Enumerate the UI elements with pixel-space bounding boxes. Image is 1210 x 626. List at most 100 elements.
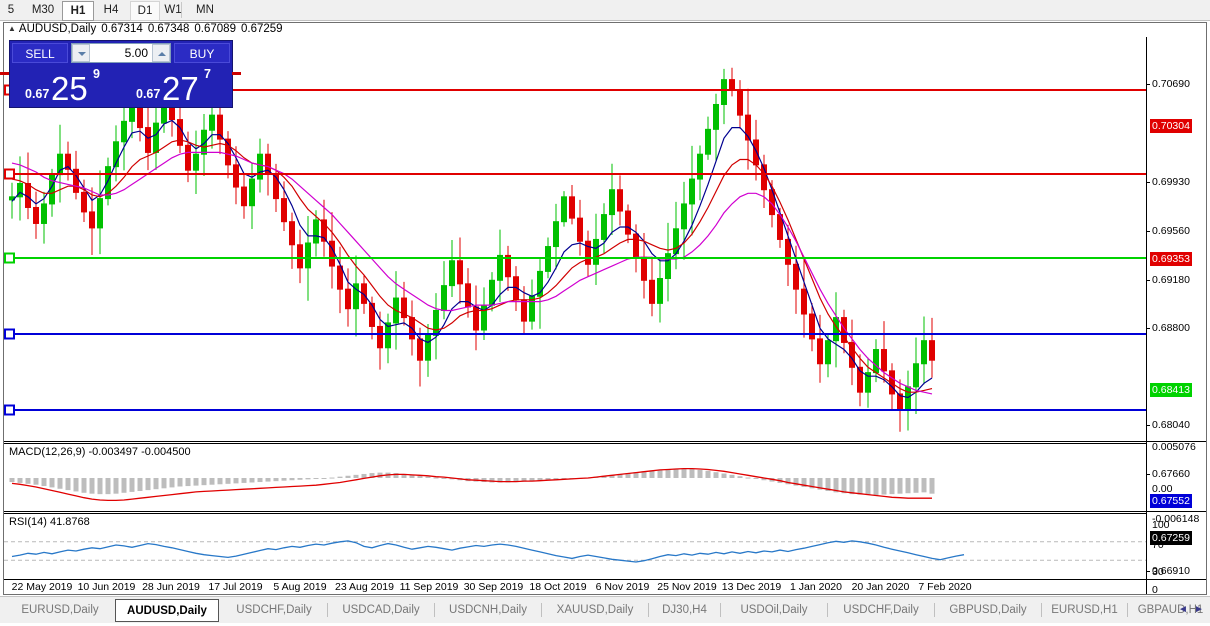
date-axis-divider [4,579,1206,580]
volume-input[interactable]: 5.00 [71,43,171,63]
date-tick-label: 11 Sep 2019 [399,581,459,593]
price-tick [1147,280,1207,281]
timeframe-d1[interactable]: D1 [130,1,160,21]
caret-down-icon[interactable] [72,44,90,62]
price-level-line-support-1[interactable] [4,333,1146,336]
sell-price-pipette: 9 [93,67,100,81]
macd-scale-label: -0.006148 [1152,513,1200,525]
price-level-handle-support-2[interactable] [4,404,15,416]
price-level-handle-pivot[interactable] [4,252,15,264]
price-level-label[interactable]: 0.70304 [1150,119,1192,133]
chart-tab-bar: EURUSD,Daily AUDUSD,Daily USDCHF,Daily USDC… [0,596,1210,623]
chart-tab-usdchf-daily[interactable]: USDCHF,Daily [236,604,312,616]
macd-scale-label: 0.005076 [1152,441,1196,453]
date-tick-label: 10 Jun 2019 [77,581,136,593]
price-tick-label: 0.69930 [1152,176,1190,188]
price-level-line-pivot[interactable] [4,256,1146,259]
price-level-handle-resistance-2[interactable] [4,168,15,180]
price-tick [1147,328,1207,329]
buy-price[interactable]: 0.67 27 7 [122,66,231,107]
tab-separator [1127,603,1128,617]
timeframe-h1[interactable]: H1 [62,1,94,21]
rsi-svg [4,540,1146,563]
macd-svg [9,467,935,502]
price-level-line-resistance-1[interactable] [4,88,1146,91]
price-level-label[interactable]: 0.67259 [1150,531,1192,545]
chart-tab-gbpusd-daily[interactable]: GBPUSD,Daily [949,604,1027,616]
tab-separator [1041,603,1042,617]
chart-symbol-period: AUDUSD,Daily [18,23,97,35]
one-click-trading-panel: SELL 5.00 BUY 0.67 25 9 0.67 27 7 [9,40,233,108]
timeframe-mn[interactable]: MN [196,4,214,16]
date-tick-label: 1 Jan 2020 [790,581,842,593]
date-tick-label: 13 Dec 2019 [721,581,782,593]
triangle-up-icon[interactable]: ▲ [8,24,16,33]
date-scale: 22 May 2019 10 Jun 2019 28 Jun 2019 17 Jul … [4,580,1206,595]
rsi-plot[interactable]: RSI(14) 41.8768 [4,513,1146,580]
caret-up-icon[interactable] [152,44,170,62]
price-level-line-support-2[interactable] [4,408,1146,411]
price-level-handle-support-1[interactable] [4,328,15,340]
macd-divider [4,441,1206,442]
timeframe-m30[interactable]: M30 [31,4,55,16]
date-tick-label: 28 Jun 2019 [142,581,200,593]
price-plot[interactable] [4,37,1146,441]
price-tick-label: 0.69560 [1152,225,1190,237]
chart-tab-eurusd-h1[interactable]: EURUSD,H1 [1051,604,1118,616]
chart-tab-audusd-daily[interactable]: AUDUSD,Daily [115,599,219,622]
sell-price-prefix: 0.67 [25,87,50,101]
price-level-line-resistance-2[interactable] [4,173,1146,176]
rsi-label: RSI(14) 41.8768 [9,516,90,528]
price-tick [1147,84,1207,85]
price-scale[interactable]: 0.70690 0.69930 0.69560 0.69180 0.68800 0.680… [1146,37,1207,626]
price-tick-label: 0.70690 [1152,78,1190,90]
chart-tab-usdcad-daily[interactable]: USDCAD,Daily [342,604,420,616]
timeframe-w1[interactable]: W1 [164,4,182,16]
tab-separator [434,603,435,617]
buy-price-pipette: 7 [204,67,211,81]
chart-high: 0.67348 [147,23,190,35]
date-tick-label: 25 Nov 2019 [657,581,717,593]
price-tick-label: 0.68800 [1152,322,1190,334]
date-tick-label: 23 Aug 2019 [335,581,394,593]
chart-tab-xauusd-daily[interactable]: XAUUSD,Daily [556,604,634,616]
rsi-scale-label: 0 [1152,584,1158,596]
price-level-label[interactable]: 0.67552 [1150,494,1192,508]
price-tick [1147,425,1207,426]
date-tick-label: 22 May 2019 [11,581,73,593]
timeframe-5[interactable]: 5 [7,4,15,16]
price-level-label[interactable]: 0.68413 [1150,383,1192,397]
timeframe-h4[interactable]: H4 [103,4,119,16]
chart-tab-usdcnh-daily[interactable]: USDCNH,Daily [449,604,527,616]
chart-tab-dj30-h4[interactable]: DJ30,H4 [662,604,707,616]
chart-tab-gbpaud-h1[interactable]: GBPAUD,H1 [1137,604,1204,616]
rsi-scale-label: 30 [1152,566,1164,578]
rsi-divider [4,511,1206,512]
chart-tab-usdchf-daily[interactable]: USDCHF,Daily [843,604,919,616]
date-tick-label: 18 Oct 2019 [529,581,587,593]
sell-price-main: 25 [51,70,88,107]
macd-scale-label: 0.00 [1152,483,1173,495]
chart-tab-usdoil-daily[interactable]: USDOil,Daily [740,604,808,616]
sell-button[interactable]: SELL [12,43,68,63]
chevron-left-icon[interactable]: ◄ [1178,604,1188,615]
macd-plot[interactable]: MACD(12,26,9) -0.003497 -0.004500 [4,443,1146,512]
tab-separator [648,603,649,617]
toolbar-separator [181,2,182,18]
price-tick-label: 0.69180 [1152,274,1190,286]
chart-window: ▲ AUDUSD,Daily 0.67314 0.67348 0.67089 0.6725… [3,22,1207,626]
buy-button[interactable]: BUY [174,43,230,63]
price-tick-label: 0.68040 [1152,419,1190,431]
timeframe-toolbar: 5 M30 H1 H4 D1 W1 MN [0,0,1210,21]
date-tick-label: 17 Jul 2019 [208,581,263,593]
chart-tab-eurusd-daily[interactable]: EURUSD,Daily [21,604,99,616]
price-tick-label: 0.66910 [1152,565,1190,577]
rsi-scale-label: 100 [1152,519,1170,531]
chevron-right-icon[interactable]: ► [1194,604,1204,615]
price-tick [1147,474,1207,475]
chart-open: 0.67314 [101,23,143,35]
one-click-controls: SELL 5.00 BUY [10,41,232,65]
chart-low: 0.67089 [194,23,236,35]
sell-price[interactable]: 0.67 25 9 [11,66,120,107]
price-level-label[interactable]: 0.69353 [1150,252,1192,266]
